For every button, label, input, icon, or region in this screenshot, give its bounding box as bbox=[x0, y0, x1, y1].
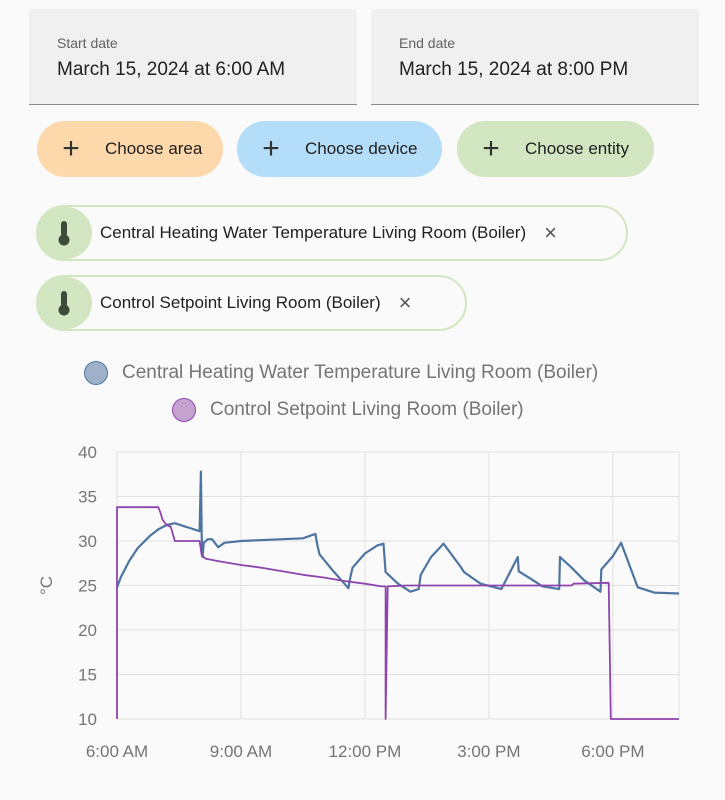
entity-chip-label: Central Heating Water Temperature Living… bbox=[100, 223, 527, 242]
choose-device-button[interactable]: + Choose device bbox=[237, 121, 442, 177]
plus-icon: + bbox=[262, 132, 280, 165]
start-date-label: Start date bbox=[57, 35, 118, 51]
legend-label: Control Setpoint Living Room (Boiler) bbox=[210, 399, 524, 420]
thermometer-icon bbox=[36, 277, 92, 329]
y-tick-label: 40 bbox=[78, 443, 97, 462]
x-tick-label: 12:00 PM bbox=[329, 742, 402, 761]
thermometer-icon bbox=[36, 207, 92, 259]
x-tick-label: 6:00 PM bbox=[581, 742, 644, 761]
end-date-field[interactable]: End date March 15, 2024 at 8:00 PM bbox=[371, 9, 699, 105]
choose-device-label: Choose device bbox=[305, 139, 418, 158]
y-tick-label: 25 bbox=[78, 577, 97, 596]
end-date-value: March 15, 2024 at 8:00 PM bbox=[399, 59, 629, 80]
entity-chip-control-setpoint[interactable]: Control Setpoint Living Room (Boiler) × bbox=[36, 275, 467, 331]
entity-chip-label: Control Setpoint Living Room (Boiler) bbox=[100, 293, 381, 312]
x-tick-label: 3:00 PM bbox=[457, 742, 520, 761]
history-chart: 10 15 20 25 30 35 40 6:00 AM 9:00 AM 12:00 PM 3:00… bbox=[37, 443, 680, 761]
choose-entity-button[interactable]: + Choose entity bbox=[457, 121, 654, 177]
legend-item-water-temperature[interactable]: Central Heating Water Temperature Living… bbox=[84, 361, 598, 385]
choose-area-label: Choose area bbox=[105, 139, 203, 158]
legend-swatch-water-temperature bbox=[84, 361, 108, 385]
plus-icon: + bbox=[62, 132, 80, 165]
start-date-field[interactable]: Start date March 15, 2024 at 6:00 AM bbox=[29, 9, 357, 105]
entity-chip-water-temperature[interactable]: Central Heating Water Temperature Living… bbox=[36, 205, 628, 261]
series-line-control-setpoint bbox=[116, 506, 679, 720]
choose-entity-label: Choose entity bbox=[525, 139, 629, 158]
legend-label: Central Heating Water Temperature Living… bbox=[122, 362, 599, 383]
y-tick-label: 15 bbox=[78, 666, 97, 685]
y-tick-label: 20 bbox=[78, 621, 97, 640]
start-date-value: March 15, 2024 at 6:00 AM bbox=[57, 59, 286, 80]
choose-area-button[interactable]: + Choose area bbox=[37, 121, 223, 177]
x-tick-label: 9:00 AM bbox=[210, 742, 272, 761]
series-line-water-temperature bbox=[115, 470, 680, 595]
legend-item-control-setpoint[interactable]: Control Setpoint Living Room (Boiler) bbox=[172, 398, 524, 422]
plus-icon: + bbox=[482, 132, 500, 165]
legend-swatch-control-setpoint bbox=[172, 398, 196, 422]
y-tick-label: 35 bbox=[78, 488, 97, 507]
y-tick-label: 10 bbox=[78, 710, 97, 729]
close-icon[interactable]: × bbox=[544, 220, 557, 245]
close-icon[interactable]: × bbox=[398, 290, 412, 315]
end-date-label: End date bbox=[399, 35, 456, 51]
x-tick-label: 6:00 AM bbox=[86, 742, 148, 761]
y-tick-label: 30 bbox=[78, 532, 97, 551]
y-axis-label: °C bbox=[37, 576, 56, 595]
